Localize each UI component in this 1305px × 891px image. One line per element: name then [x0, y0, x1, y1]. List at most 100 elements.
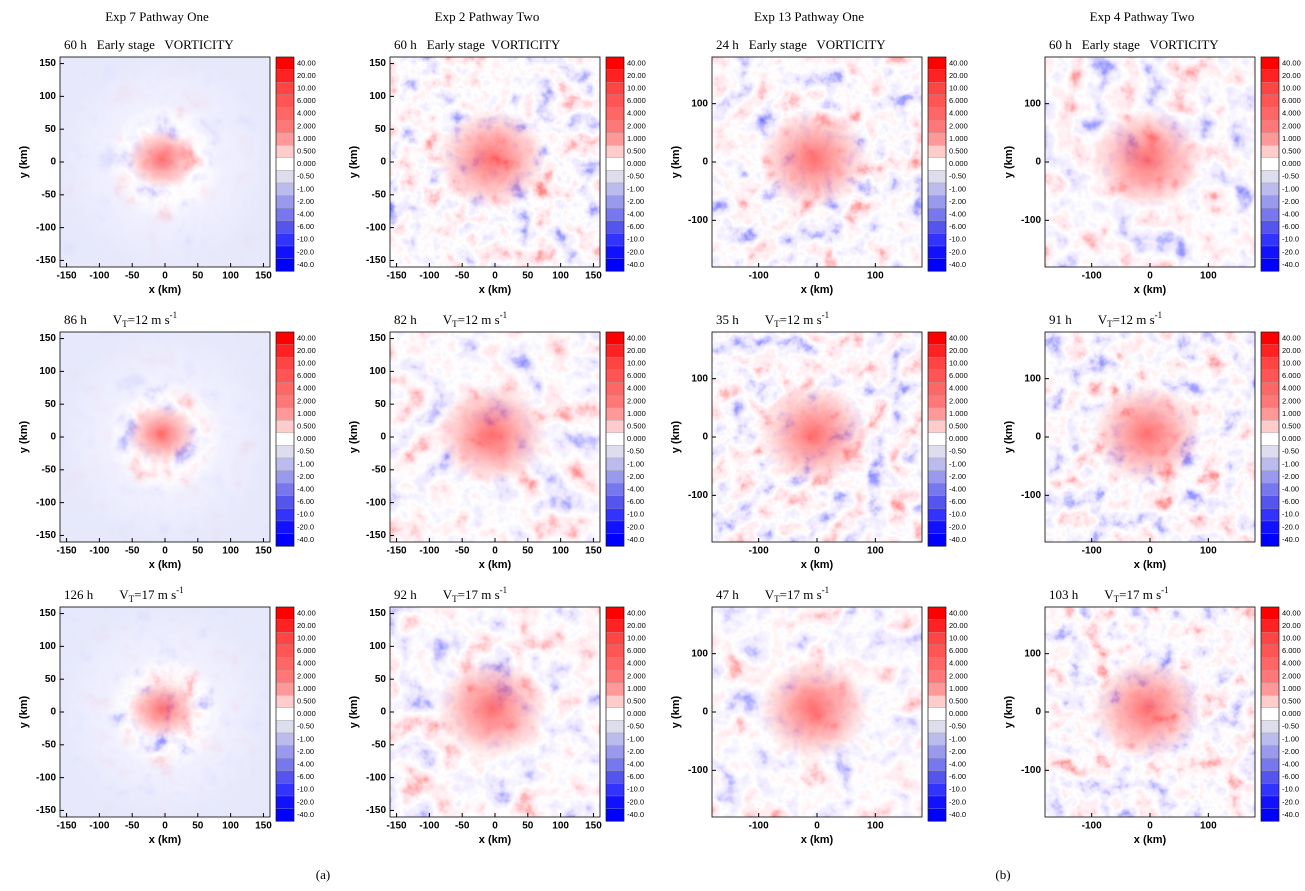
colorbar-box [605, 407, 625, 421]
colorbar-box [927, 382, 947, 396]
colorbar-box [275, 369, 295, 383]
colorbar-box [1260, 470, 1280, 484]
colorbar-label: 20.00 [1282, 71, 1301, 80]
colorbar-box [275, 170, 295, 184]
velocity-value: =17 m s [458, 587, 500, 602]
x-tick-label: 100 [552, 271, 569, 282]
colorbar-label: 1.000 [949, 134, 968, 143]
colorbar-label: 0.500 [627, 146, 646, 155]
colorbar-label: -1.00 [1282, 184, 1299, 193]
x-tick-label: 0 [1147, 821, 1153, 832]
x-tick-label: 100 [1200, 271, 1217, 282]
vortex-core [1092, 384, 1202, 484]
y-tick-label: -50 [42, 189, 57, 200]
x-tick-label: -50 [125, 546, 140, 557]
colorbar-box [927, 770, 947, 784]
colorbar-box [275, 132, 295, 146]
panel-title: 60 h Early stage VORTICITY [394, 37, 561, 52]
colorbar-box [605, 758, 625, 771]
colorbar-box [275, 432, 295, 446]
colorbar-box [927, 707, 947, 721]
y-tick-label: -50 [372, 189, 387, 200]
colorbar-box [275, 745, 295, 759]
colorbar-box [927, 369, 947, 383]
colorbar-label: -6.00 [949, 222, 966, 231]
y-tick-label: 50 [375, 674, 387, 685]
colorbar-label: -20.0 [297, 797, 314, 806]
x-tick-label: 150 [585, 821, 602, 832]
panel-title: 35 h VT=12 m s-1 [716, 310, 829, 329]
colorbar-box [605, 394, 625, 408]
x-tick-label: 0 [492, 271, 498, 282]
colorbar-box [1260, 533, 1280, 547]
colorbar-label: 20.00 [297, 71, 316, 80]
colorbar-label: 1.000 [297, 409, 316, 418]
velocity-exponent: -1 [822, 585, 830, 595]
colorbar-label: 40.00 [949, 58, 968, 67]
colorbar-box [275, 56, 295, 70]
colorbar-label: 20.00 [297, 621, 316, 630]
colorbar-box [605, 657, 625, 671]
x-axis-label: x (km) [149, 834, 182, 846]
colorbar-label: 40.00 [627, 333, 646, 342]
colorbar-label: 6.000 [627, 371, 646, 380]
colorbar-box [1260, 657, 1280, 671]
colorbar-box [605, 107, 625, 121]
column-title: Exp 7 Pathway One [105, 9, 209, 24]
colorbar-label: 2.000 [627, 671, 646, 680]
column-title: Exp 13 Pathway One [754, 9, 864, 24]
x-tick-label: -50 [125, 271, 140, 282]
x-tick-label: 50 [192, 271, 204, 282]
colorbar-box [1260, 508, 1280, 522]
colorbar-label: 2.000 [1282, 671, 1301, 680]
colorbar-box [605, 145, 625, 158]
y-tick-label: 0 [702, 432, 708, 443]
velocity-value: =12 m s [458, 312, 500, 327]
colorbar-box [605, 682, 625, 696]
colorbar-box [1260, 445, 1280, 459]
colorbar-box [1260, 394, 1280, 408]
colorbar-label: 0.000 [627, 159, 646, 168]
x-tick-label: 150 [585, 546, 602, 557]
colorbar-label: 10.00 [297, 358, 316, 367]
colorbar-label: 10.00 [297, 83, 316, 92]
colorbar-label: -2.00 [627, 197, 644, 206]
colorbar-label: 0.000 [1282, 159, 1301, 168]
colorbar-label: 0.000 [297, 434, 316, 443]
colorbar-frame [605, 331, 625, 547]
y-axis-label: y (km) [1003, 695, 1015, 728]
x-tick-label: 150 [585, 271, 602, 282]
colorbar-box [275, 619, 295, 633]
colorbar-box [275, 770, 295, 784]
x-tick-label: -100 [749, 546, 769, 557]
y-tick-label: -100 [1021, 490, 1041, 501]
colorbar-box [927, 632, 947, 645]
colorbar-box [927, 107, 947, 121]
x-tick-label: -100 [749, 271, 769, 282]
velocity-symbol: V [113, 312, 123, 327]
colorbar-box [275, 344, 295, 358]
x-axis-label: x (km) [479, 559, 512, 571]
colorbar-label: 0.500 [949, 696, 968, 705]
velocity-value: =17 m s [1119, 587, 1161, 602]
colorbar-box [927, 394, 947, 408]
colorbar-label: -6.00 [1282, 772, 1299, 781]
colorbar-box [275, 69, 295, 83]
colorbar-label: 6.000 [297, 96, 316, 105]
colorbar-label: 4.000 [627, 109, 646, 118]
x-tick-label: 0 [492, 821, 498, 832]
colorbar-label: -0.50 [1282, 447, 1299, 456]
y-axis-label: y (km) [18, 145, 30, 178]
colorbar-label: 40.00 [1282, 608, 1301, 617]
colorbar-box [1260, 132, 1280, 146]
colorbar-box [605, 606, 625, 620]
colorbar-box [605, 770, 625, 784]
colorbar-box [1260, 208, 1280, 221]
colorbar-box [1260, 170, 1280, 184]
x-axis-label: x (km) [479, 834, 512, 846]
vortex-core [127, 404, 197, 464]
colorbar-box [275, 682, 295, 696]
x-tick-label: 50 [192, 546, 204, 557]
y-tick-label: 50 [45, 124, 57, 135]
colorbar-label: 20.00 [627, 621, 646, 630]
